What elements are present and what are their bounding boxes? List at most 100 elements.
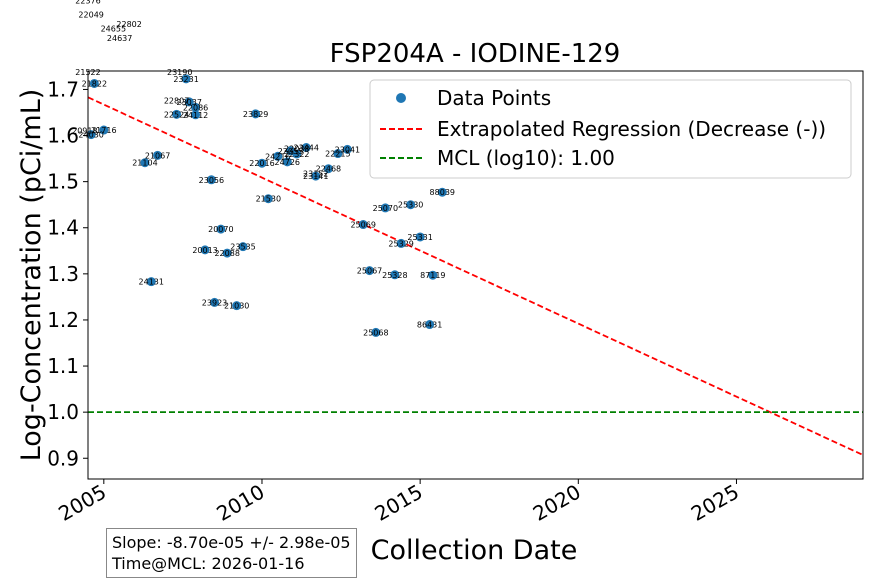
data-point (282, 157, 292, 167)
data-point (191, 102, 201, 112)
data-point (181, 74, 191, 84)
legend-marker-points (396, 93, 406, 103)
data-point (184, 97, 194, 107)
data-point (206, 175, 216, 185)
y-tick-label: 1.4 (47, 216, 79, 240)
point-label: 22524 (164, 110, 189, 119)
data-point (406, 200, 416, 210)
data-point (263, 194, 273, 204)
point-label: 21822 (82, 79, 107, 88)
y-tick-label: 1.6 (47, 124, 79, 148)
legend-label-mcl: MCL (log10): 1.00 (437, 146, 615, 170)
point-label: 20013 (192, 246, 217, 255)
y-tick-label: 1.0 (47, 400, 79, 424)
point-label: 23444 (294, 144, 319, 153)
chart-title: FSP204A - IODINE-129 (330, 39, 621, 69)
point-label: 25330 (398, 201, 423, 210)
data-point (380, 203, 390, 213)
data-point (257, 158, 267, 168)
point-label: 24637 (107, 34, 132, 43)
point-label: 25068 (363, 328, 388, 337)
data-point (238, 242, 248, 252)
data-point (210, 297, 220, 307)
data-point (292, 149, 302, 159)
data-point (153, 150, 163, 160)
point-label: 23190 (167, 68, 192, 77)
point-label: 21030 (224, 302, 249, 311)
y-tick-label: 1.3 (47, 262, 79, 286)
point-label: 22088 (214, 249, 239, 258)
point-label: 23041 (335, 145, 360, 154)
point-label: 22322 (284, 150, 309, 159)
y-tick-label: 1.2 (47, 308, 79, 332)
point-label: 23152 (303, 169, 328, 178)
point-label: 22376 (75, 0, 100, 5)
data-point (216, 224, 226, 234)
point-label: 23056 (199, 176, 224, 185)
data-point (428, 270, 438, 280)
point-label: 25069 (350, 221, 375, 230)
x-tick-label: 2025 (687, 480, 743, 526)
point-label: 24131 (139, 278, 164, 287)
point-label: 24726 (275, 158, 300, 167)
time-at-mcl-text: Time@MCL: 2026-01-16 (112, 554, 305, 573)
x-axis-label: Collection Date (371, 535, 578, 566)
point-label: 22055 (278, 147, 303, 156)
x-tick-label: 2010 (212, 480, 268, 526)
point-label: 22049 (78, 10, 103, 19)
data-point (365, 266, 375, 276)
slope-text: Slope: -8.70e-05 +/- 2.98e-05 (112, 533, 351, 552)
plot-frame (87, 70, 864, 480)
point-label: 20918 (72, 126, 97, 135)
x-tick-label: 2015 (371, 480, 427, 526)
data-point (172, 109, 182, 119)
point-label: 88039 (430, 188, 455, 197)
data-point (191, 110, 201, 120)
data-point (311, 171, 321, 181)
data-point (371, 327, 381, 337)
point-label: 21530 (256, 195, 281, 204)
point-label: 22086 (183, 103, 208, 112)
data-point (437, 187, 447, 197)
point-label: 86431 (417, 321, 442, 330)
data-point (89, 78, 99, 88)
data-point (415, 232, 425, 242)
point-label: 25070 (373, 204, 398, 213)
y-tick-label: 1.7 (47, 77, 79, 101)
data-point (333, 149, 343, 159)
data-point (425, 320, 435, 330)
point-label: 25329 (388, 239, 413, 248)
legend-label-regression: Extrapolated Regression (Decrease (-)) (437, 117, 826, 141)
point-label: 87119 (420, 271, 445, 280)
stats-box: Slope: -8.70e-05 +/- 2.98e-05 Time@MCL: … (106, 528, 357, 578)
y-tick-label: 0.9 (47, 446, 79, 470)
legend: Data Points Extrapolated Regression (Dec… (369, 79, 852, 179)
point-label: 24112 (183, 111, 208, 120)
data-point (301, 143, 311, 153)
point-label: 24030 (78, 131, 103, 140)
data-point (86, 130, 96, 140)
data-point (200, 245, 210, 255)
point-label: 20070 (208, 225, 233, 234)
data-point (146, 277, 156, 287)
point-label: 21716 (91, 126, 116, 135)
data-point (396, 238, 406, 248)
point-label: 24216 (265, 152, 290, 161)
point-label: 23923 (202, 298, 227, 307)
point-label: 23535 (230, 243, 255, 252)
point-label: 22016 (249, 159, 274, 168)
x-tick-label: 2005 (54, 480, 110, 526)
point-label: 23829 (243, 110, 268, 119)
data-point (273, 151, 283, 161)
point-label: 23231 (173, 75, 198, 84)
point-label: 25328 (382, 271, 407, 280)
legend-label-points: Data Points (437, 86, 551, 110)
point-label: 23141 (303, 172, 328, 181)
regression-line (88, 96, 863, 456)
data-point (342, 144, 352, 154)
legend-frame (369, 79, 852, 179)
point-label: 25331 (407, 233, 432, 242)
point-label: 22807 (164, 97, 189, 106)
y-tick-label: 1.1 (47, 354, 79, 378)
